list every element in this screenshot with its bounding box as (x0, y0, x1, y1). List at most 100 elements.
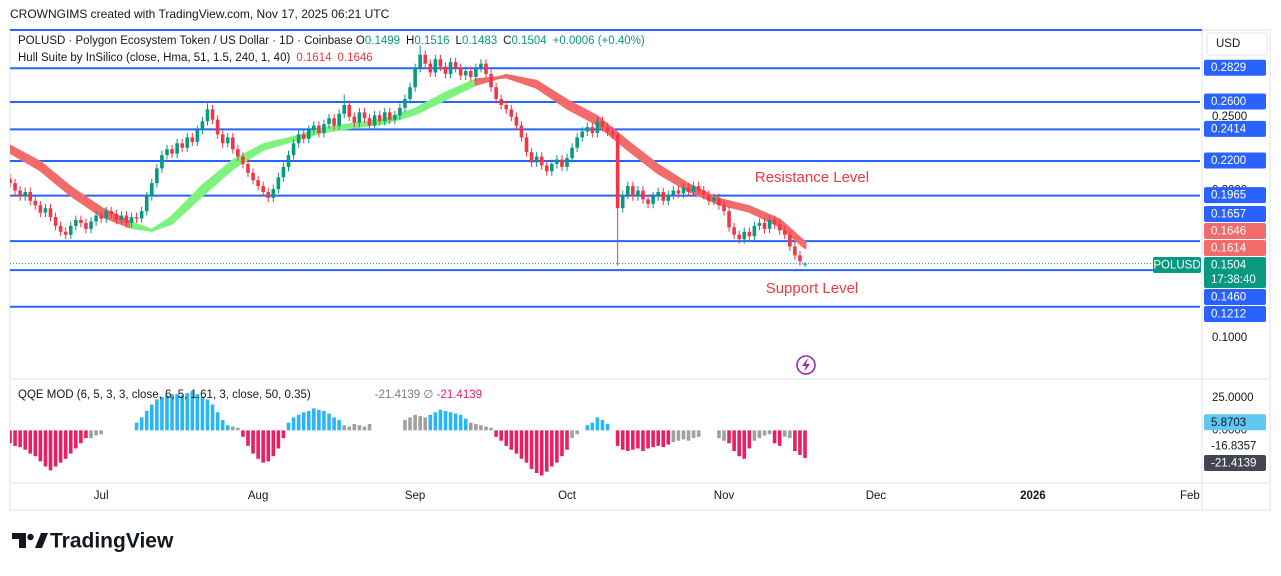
candle-body (53, 217, 58, 226)
qqe-bar (68, 430, 73, 454)
hull-band (261, 135, 296, 151)
x-tick-label: Sep (405, 490, 425, 502)
candle-body (489, 73, 493, 88)
candle-body (301, 134, 306, 139)
candle-body (524, 137, 529, 153)
qqe-bar (590, 422, 595, 431)
candle-body (13, 183, 17, 191)
qqe-bar (727, 430, 731, 444)
candle-body (590, 127, 595, 133)
qqe-bar (10, 430, 12, 444)
qqe-bar (53, 430, 58, 467)
hull-box (1204, 239, 1266, 256)
candle-body (190, 137, 195, 142)
qqe-marker-label: 5.8703 (1211, 417, 1246, 429)
candle-body (296, 134, 301, 144)
qqe-bar (737, 430, 741, 457)
qqe-bar (63, 430, 68, 459)
qqe-bar (18, 430, 22, 448)
candle-body (357, 112, 362, 123)
symbol-legend: POLUSD · Polygon Ecosystem Token / US Do… (18, 35, 651, 47)
qqe-bar (636, 430, 640, 449)
candle-body (200, 121, 205, 131)
candle-body (367, 118, 372, 126)
level-box (1204, 187, 1266, 204)
candle-body (463, 71, 468, 76)
qqe-bar (625, 430, 630, 452)
qqe-bar (519, 430, 524, 459)
countdown: 17:38:40 (1211, 274, 1256, 286)
candle-body (636, 190, 640, 197)
qqe-bar (312, 408, 316, 431)
annotation: Resistance Level (755, 169, 869, 186)
candle-body (691, 186, 696, 192)
candle-body (48, 208, 53, 218)
qqe-bar (544, 430, 549, 472)
logo-slash (35, 533, 48, 548)
candle-body (74, 220, 78, 226)
hull-band (504, 73, 539, 89)
qqe-bar (489, 427, 493, 431)
candle-body (681, 187, 686, 194)
qqe-bar (276, 430, 281, 449)
x-tick-label: Nov (714, 490, 735, 502)
qqe-value: -21.4139 (374, 389, 421, 401)
candle-body (550, 163, 554, 172)
candle-body (661, 191, 666, 201)
candle-body (408, 87, 412, 100)
candle-body (170, 149, 174, 154)
candle-body (144, 196, 149, 212)
qqe-bar (666, 430, 671, 445)
qqe-bar (600, 420, 605, 431)
alert-icon[interactable] (796, 355, 816, 375)
candle-body (215, 119, 220, 135)
qqe-bar (43, 430, 48, 467)
level-label: 0.1460 (1211, 292, 1246, 304)
ohlc-letter: L (455, 35, 462, 47)
candle-body (312, 125, 316, 131)
candle-body (448, 62, 453, 74)
qqe-bar (484, 426, 488, 431)
qqe-bar (615, 430, 620, 446)
candle-body (149, 183, 154, 197)
candle-body (271, 189, 276, 198)
x-tick-label: Oct (558, 490, 577, 502)
candle-body (453, 62, 458, 69)
qqe-bar (620, 430, 625, 450)
ohlc-value: 0.1516 (414, 35, 450, 47)
candle-body (539, 156, 544, 166)
qqe-bar (241, 430, 245, 437)
candle-body (762, 222, 767, 229)
candle-body (23, 191, 27, 197)
candle-body (342, 104, 347, 114)
qqe-bar (423, 417, 428, 431)
qqe-bar (337, 420, 341, 431)
qqe-bar (74, 430, 78, 449)
candle-body (752, 225, 757, 237)
candle-body (742, 231, 747, 240)
hull-band (565, 99, 599, 126)
candle-body (696, 186, 701, 191)
qqe-bar (696, 430, 701, 437)
candle-body (99, 215, 103, 219)
candle-body (155, 168, 159, 184)
candle-body (317, 125, 321, 133)
candle-body (631, 186, 635, 197)
ohlc-letter: O (355, 35, 365, 47)
qqe-bar (13, 430, 17, 446)
level-box (1204, 93, 1266, 110)
qqe-bar (529, 430, 534, 470)
candle-body (261, 186, 265, 192)
qqe-bar (793, 430, 797, 452)
qqe-bar (185, 392, 190, 431)
qqe-marker-label: -16.8357 (1211, 441, 1256, 453)
candle-body (777, 224, 782, 231)
candle-body (236, 149, 240, 157)
ohlc-value: 0.1499 (364, 35, 401, 47)
candle-body (428, 63, 433, 73)
logo-dot (27, 533, 34, 541)
qqe-bar (661, 430, 666, 448)
candle-body (782, 230, 787, 235)
candle-body (266, 191, 271, 198)
